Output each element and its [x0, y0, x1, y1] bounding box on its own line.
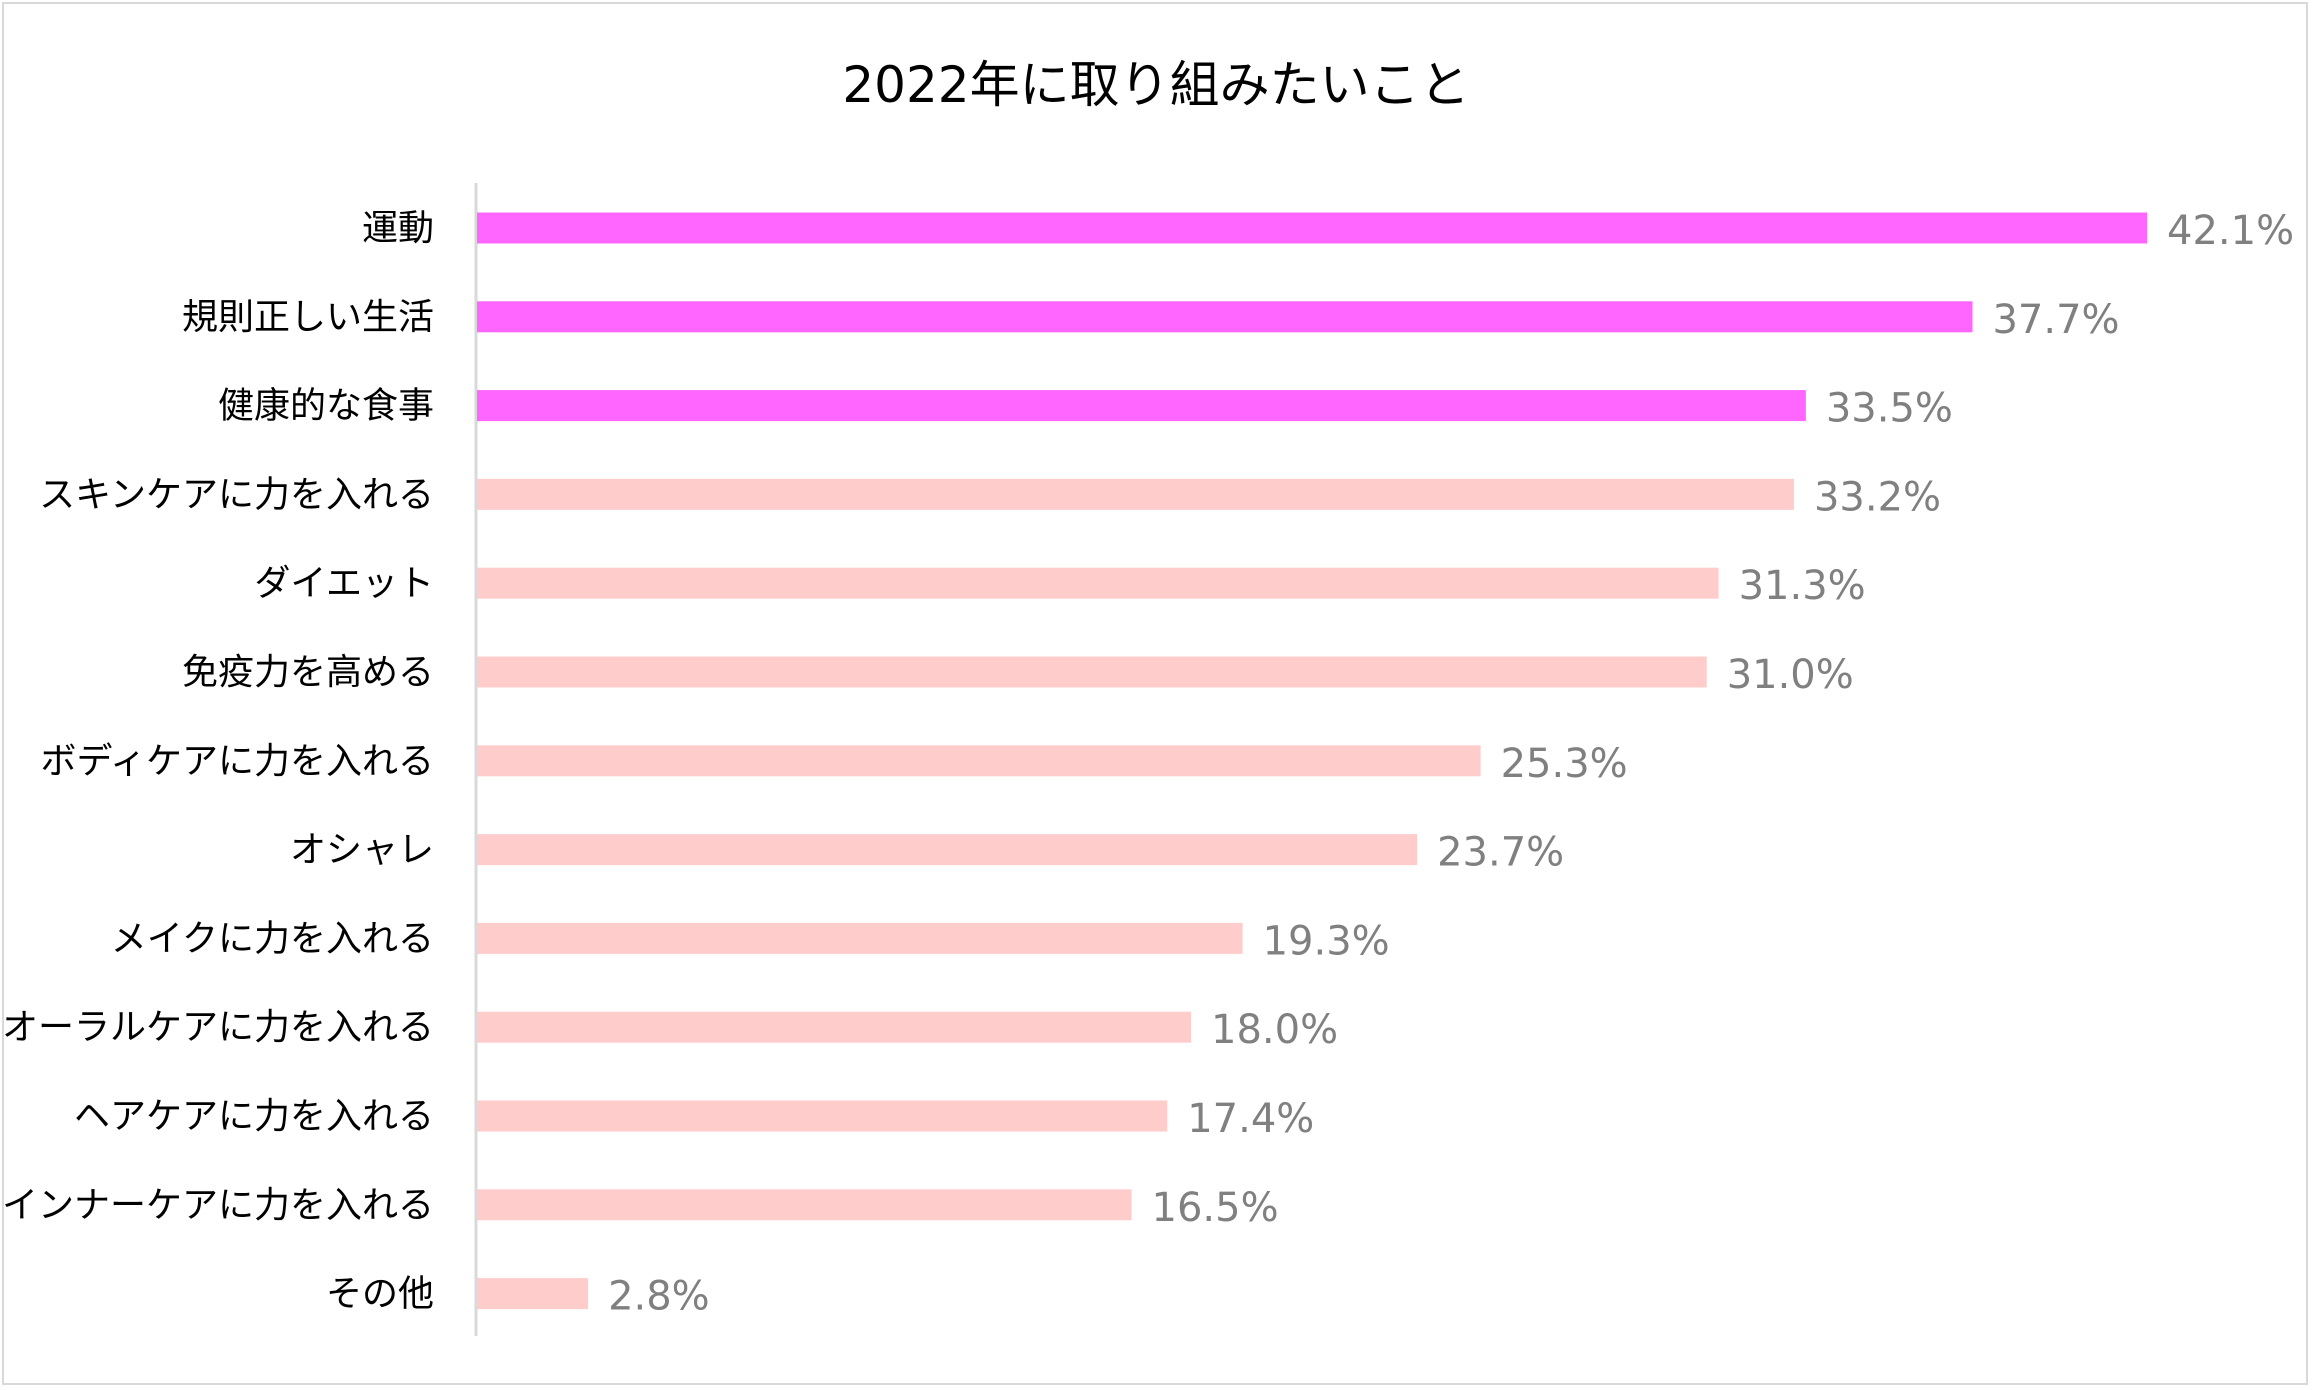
chart-title: 2022年に取り組みたいこと: [842, 56, 1469, 114]
value-label-13: 2.8%: [608, 1274, 710, 1320]
value-label-1: 42.1%: [2167, 208, 2294, 254]
value-label-12: 16.5%: [1152, 1185, 1279, 1231]
value-label-4: 33.2%: [1814, 474, 1941, 520]
category-label-11: ヘアケアに力を入れる: [74, 1096, 434, 1137]
category-label-1: 運動: [362, 208, 434, 249]
category-label-7: ボディケアに力を入れる: [41, 741, 434, 782]
category-label-13: その他: [326, 1274, 434, 1315]
category-label-3: 健康的な食事: [218, 386, 434, 427]
bar-4: [477, 478, 1794, 510]
category-label-4: スキンケアに力を入れる: [39, 474, 434, 515]
bar-11: [477, 1100, 1168, 1132]
category-label-2: 規則正しい生活: [182, 297, 434, 338]
category-label-6: 免疫力を高める: [182, 652, 434, 693]
bar-3: [477, 390, 1806, 422]
value-label-9: 19.3%: [1263, 918, 1390, 964]
bar-9: [477, 922, 1243, 954]
bar-5: [477, 567, 1719, 599]
value-labels-group: 42.1% 37.7% 33.5% 33.2% 31.3% 31.0% 25.3% 23.7%…: [608, 208, 2294, 1320]
value-label-6: 31.0%: [1727, 652, 1854, 698]
value-label-10: 18.0%: [1211, 1007, 1338, 1053]
value-label-3: 33.5%: [1826, 386, 1953, 432]
category-labels-group: 運動規則正しい生活健康的な食事スキンケアに力を入れるダイエット免疫力を高めるボデ…: [2, 208, 434, 1315]
bar-6: [477, 656, 1707, 688]
category-label-9: メイクに力を入れる: [111, 918, 434, 959]
bar-1: [477, 212, 2147, 244]
bar-8: [477, 834, 1418, 866]
category-label-8: オシャレ: [290, 830, 434, 871]
category-label-10: オーラルケアに力を入れる: [2, 1007, 434, 1048]
value-label-11: 17.4%: [1187, 1096, 1314, 1142]
value-label-5: 31.3%: [1739, 563, 1866, 609]
bar-12: [477, 1189, 1132, 1221]
value-label-7: 25.3%: [1501, 741, 1628, 787]
bar-2: [477, 301, 1973, 333]
category-label-12: インナーケアに力を入れる: [2, 1185, 434, 1226]
bar-7: [477, 745, 1481, 777]
category-label-5: ダイエット: [254, 563, 434, 604]
bars-group: [477, 212, 2147, 1310]
bar-13: [477, 1278, 589, 1310]
value-label-8: 23.7%: [1437, 830, 1564, 876]
value-label-2: 37.7%: [1992, 297, 2119, 343]
bar-10: [477, 1011, 1192, 1043]
